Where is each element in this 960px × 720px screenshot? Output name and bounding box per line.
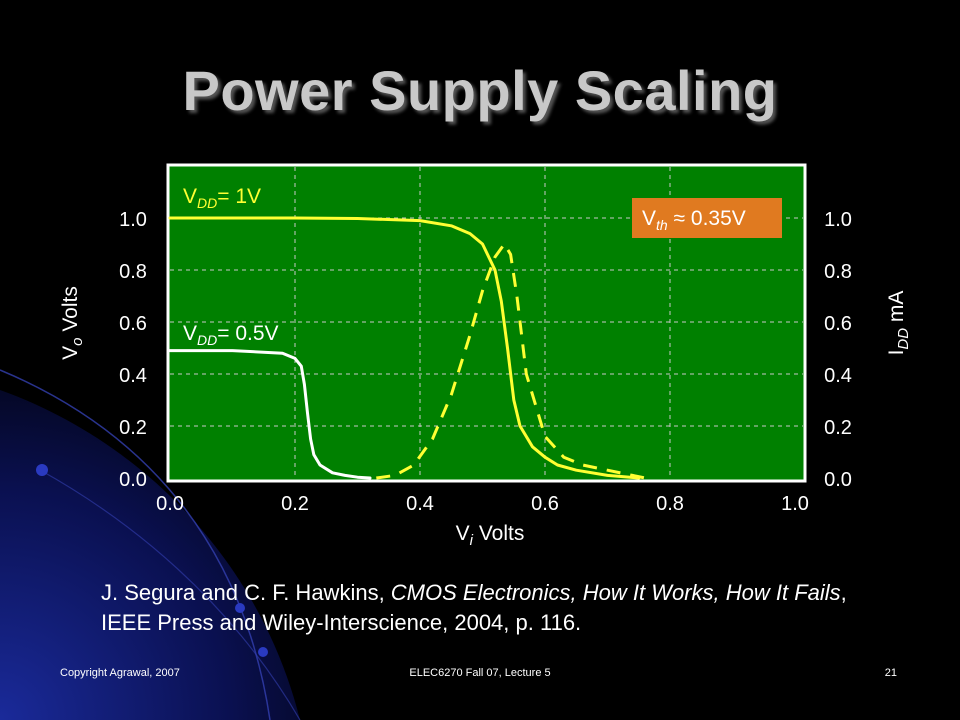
- x-tick-label: 0.4: [406, 493, 434, 515]
- series-idd-curve: [376, 242, 646, 480]
- x-tick-label: 0.2: [281, 493, 309, 515]
- y-tick-right-label: 0.6: [824, 313, 852, 335]
- x-tick-label: 0.6: [531, 493, 559, 515]
- y-tick-left-label: 0.2: [119, 417, 147, 439]
- citation: J. Segura and C. F. Hawkins, CMOS Electr…: [101, 578, 901, 638]
- y-tick-left-label: 0.6: [119, 313, 147, 335]
- y-tick-right-label: 0.4: [824, 365, 852, 387]
- y-tick-right-label: 0.0: [824, 469, 852, 491]
- x-tick-label: 1.0: [781, 493, 809, 515]
- footer-course: ELEC6270 Fall 07, Lecture 5: [409, 667, 551, 679]
- y-tick-right-label: 0.8: [824, 261, 852, 283]
- slide-number: 21: [884, 667, 897, 679]
- y-tick-left-label: 0.4: [119, 365, 147, 387]
- series-label-vdd-1v: VDD= 1V: [183, 185, 261, 211]
- y-tick-left-label: 0.0: [119, 469, 147, 491]
- decor-dot: [258, 647, 268, 657]
- vth-callout-label: Vth ≈ 0.35V: [642, 207, 746, 233]
- y-tick-right-label: 1.0: [824, 209, 852, 231]
- y-tick-left-label: 1.0: [119, 209, 147, 231]
- x-tick-label: 0.8: [656, 493, 684, 515]
- y-tick-right-label: 0.2: [824, 417, 852, 439]
- vth-callout-box: [632, 198, 782, 238]
- series-vdd-05v-curve: [168, 349, 372, 480]
- decor-dot: [235, 603, 245, 613]
- citation-publisher: , IEEE Press and Wiley-Interscience, 200…: [101, 580, 847, 635]
- y-axis-label-left: Vo Volts: [59, 286, 86, 360]
- citation-book-title: CMOS Electronics, How It Works, How It F…: [390, 580, 841, 605]
- decor-arc: [0, 369, 271, 720]
- x-axis-label: Vi Volts: [456, 522, 525, 549]
- footer-copyright: Copyright Agrawal, 2007: [60, 667, 180, 679]
- blue-swoosh: [0, 390, 300, 720]
- decor-arc: [39, 469, 301, 720]
- y-tick-left-label: 0.8: [119, 261, 147, 283]
- series-vdd-1v-curve: [168, 216, 641, 480]
- series-label-vdd-05v: VDD= 0.5V: [183, 322, 279, 348]
- x-tick-label: 0.0: [156, 493, 184, 515]
- y-axis-label-right: IDD mA: [885, 291, 912, 356]
- slide-title: Power Supply Scaling: [182, 59, 778, 122]
- decor-dot: [36, 464, 48, 476]
- citation-authors: J. Segura and C. F. Hawkins,: [101, 580, 391, 605]
